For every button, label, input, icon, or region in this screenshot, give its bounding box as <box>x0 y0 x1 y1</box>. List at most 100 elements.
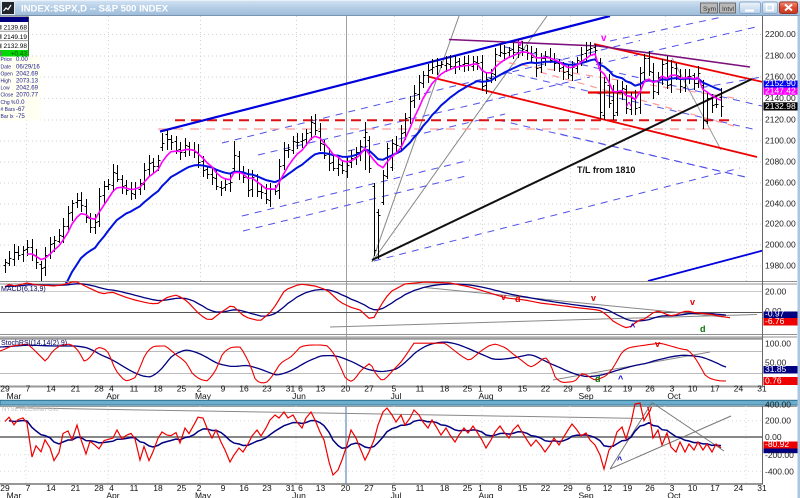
svg-text:8: 8 <box>498 483 503 493</box>
svg-text:25: 25 <box>463 384 473 394</box>
svg-text:11: 11 <box>130 384 139 394</box>
svg-text:Apr: Apr <box>106 490 119 498</box>
svg-text:+0.43: +0.43 <box>11 51 28 58</box>
svg-text:22: 22 <box>541 483 551 493</box>
svg-text:^: ^ <box>630 322 636 332</box>
svg-text:29: 29 <box>563 384 573 394</box>
svg-text:23: 23 <box>262 384 272 394</box>
svg-text:2147.42: 2147.42 <box>765 85 796 95</box>
svg-text:16: 16 <box>239 483 249 493</box>
svg-text:9: 9 <box>221 483 226 493</box>
svg-text:v: v <box>601 33 607 44</box>
svg-text:10: 10 <box>688 483 698 493</box>
svg-text:INDEX:$SPX,D -- S&P 500 INDEX: INDEX:$SPX,D -- S&P 500 INDEX <box>21 4 169 15</box>
svg-text:15: 15 <box>518 384 528 394</box>
svg-text:4: 4 <box>109 384 114 394</box>
svg-text:Open: Open <box>1 71 13 77</box>
svg-text:27: 27 <box>364 483 374 493</box>
svg-text:17: 17 <box>710 384 720 394</box>
svg-text:27: 27 <box>364 384 374 394</box>
svg-text:12: 12 <box>603 384 613 394</box>
svg-text:Jun: Jun <box>292 490 306 498</box>
svg-text:2152.90: 2152.90 <box>765 78 796 88</box>
svg-text:2140.00: 2140.00 <box>765 93 796 103</box>
svg-text:18: 18 <box>440 483 450 493</box>
svg-text:10: 10 <box>688 384 698 394</box>
svg-text:11: 11 <box>130 483 139 493</box>
svg-text:18: 18 <box>153 384 163 394</box>
svg-text:2: 2 <box>197 483 202 493</box>
svg-text:v: v <box>591 293 596 303</box>
svg-text:20: 20 <box>341 483 351 493</box>
svg-text:50.00: 50.00 <box>765 358 787 368</box>
svg-text:2020.00: 2020.00 <box>765 219 796 229</box>
svg-text:v: v <box>690 297 695 307</box>
svg-text:5: 5 <box>392 483 397 493</box>
svg-text:T/L from 1810: T/L from 1810 <box>577 165 635 175</box>
svg-text:# Bars: # Bars <box>1 107 16 113</box>
svg-text:2132.98: 2132.98 <box>4 43 28 50</box>
svg-text:26: 26 <box>645 483 655 493</box>
svg-text:22: 22 <box>541 384 551 394</box>
svg-text:21: 21 <box>71 483 81 493</box>
svg-text:2160.00: 2160.00 <box>765 71 796 81</box>
svg-text:Intvl: Intvl <box>722 6 734 13</box>
svg-text:0.0: 0.0 <box>16 99 25 106</box>
svg-text:Sep: Sep <box>578 490 593 498</box>
svg-text:Jul: Jul <box>391 490 402 498</box>
svg-text:6: 6 <box>586 483 591 493</box>
svg-text:Mar: Mar <box>7 490 22 498</box>
svg-text:v: v <box>517 38 523 49</box>
svg-text:11: 11 <box>416 483 425 493</box>
svg-text:High: High <box>1 79 12 85</box>
svg-text:2139.68: 2139.68 <box>4 25 28 32</box>
svg-text:^: ^ <box>626 101 632 112</box>
svg-text:2040.00: 2040.00 <box>765 198 796 208</box>
svg-text:Oct: Oct <box>667 490 681 498</box>
svg-text:18: 18 <box>440 384 450 394</box>
svg-text:0.76: 0.76 <box>765 376 782 386</box>
svg-text:Close: Close <box>1 93 14 99</box>
svg-text:Aug: Aug <box>478 490 493 498</box>
svg-text:v: v <box>655 339 660 349</box>
svg-text:29: 29 <box>563 483 573 493</box>
svg-text:6: 6 <box>298 483 303 493</box>
svg-text:2000.00: 2000.00 <box>765 240 796 250</box>
svg-text:-200.00: -200.00 <box>765 450 794 460</box>
svg-text:2200.00: 2200.00 <box>765 29 796 39</box>
svg-text:Low: Low <box>1 86 11 92</box>
svg-text:14: 14 <box>46 384 56 394</box>
svg-text:23: 23 <box>262 483 272 493</box>
svg-text:0.00: 0.00 <box>16 56 28 63</box>
svg-text:May: May <box>195 490 212 498</box>
svg-text:20.00: 20.00 <box>765 287 787 297</box>
svg-text:0.00: 0.00 <box>765 432 782 442</box>
svg-text:31: 31 <box>286 483 296 493</box>
svg-text:19: 19 <box>623 483 633 493</box>
svg-text:Aug: Aug <box>478 391 493 401</box>
svg-text:28: 28 <box>94 483 104 493</box>
svg-text:3: 3 <box>670 483 675 493</box>
svg-text:25: 25 <box>463 483 473 493</box>
svg-text:7: 7 <box>26 483 31 493</box>
svg-text:13: 13 <box>316 384 326 394</box>
svg-text:29: 29 <box>0 384 10 394</box>
svg-text:2070.77: 2070.77 <box>16 92 39 99</box>
svg-text:24: 24 <box>734 483 744 493</box>
svg-text:May: May <box>195 391 212 401</box>
svg-text:-400.00: -400.00 <box>765 466 794 476</box>
svg-text:11: 11 <box>416 384 425 394</box>
svg-text:2100.00: 2100.00 <box>765 135 796 145</box>
svg-text:2132.98: 2132.98 <box>765 101 796 111</box>
svg-text:Sep: Sep <box>578 391 593 401</box>
svg-text:StochRSI(14,14(2),9): StochRSI(14,14(2),9) <box>1 340 67 347</box>
svg-text:d: d <box>700 324 706 334</box>
svg-text:6: 6 <box>586 384 591 394</box>
svg-text:8: 8 <box>498 384 503 394</box>
svg-text:25: 25 <box>177 384 187 394</box>
svg-text:12: 12 <box>603 483 613 493</box>
svg-text:0.00: 0.00 <box>765 306 782 316</box>
svg-text:14: 14 <box>46 483 56 493</box>
svg-text:2180.00: 2180.00 <box>765 50 796 60</box>
svg-text:2060.00: 2060.00 <box>765 177 796 187</box>
